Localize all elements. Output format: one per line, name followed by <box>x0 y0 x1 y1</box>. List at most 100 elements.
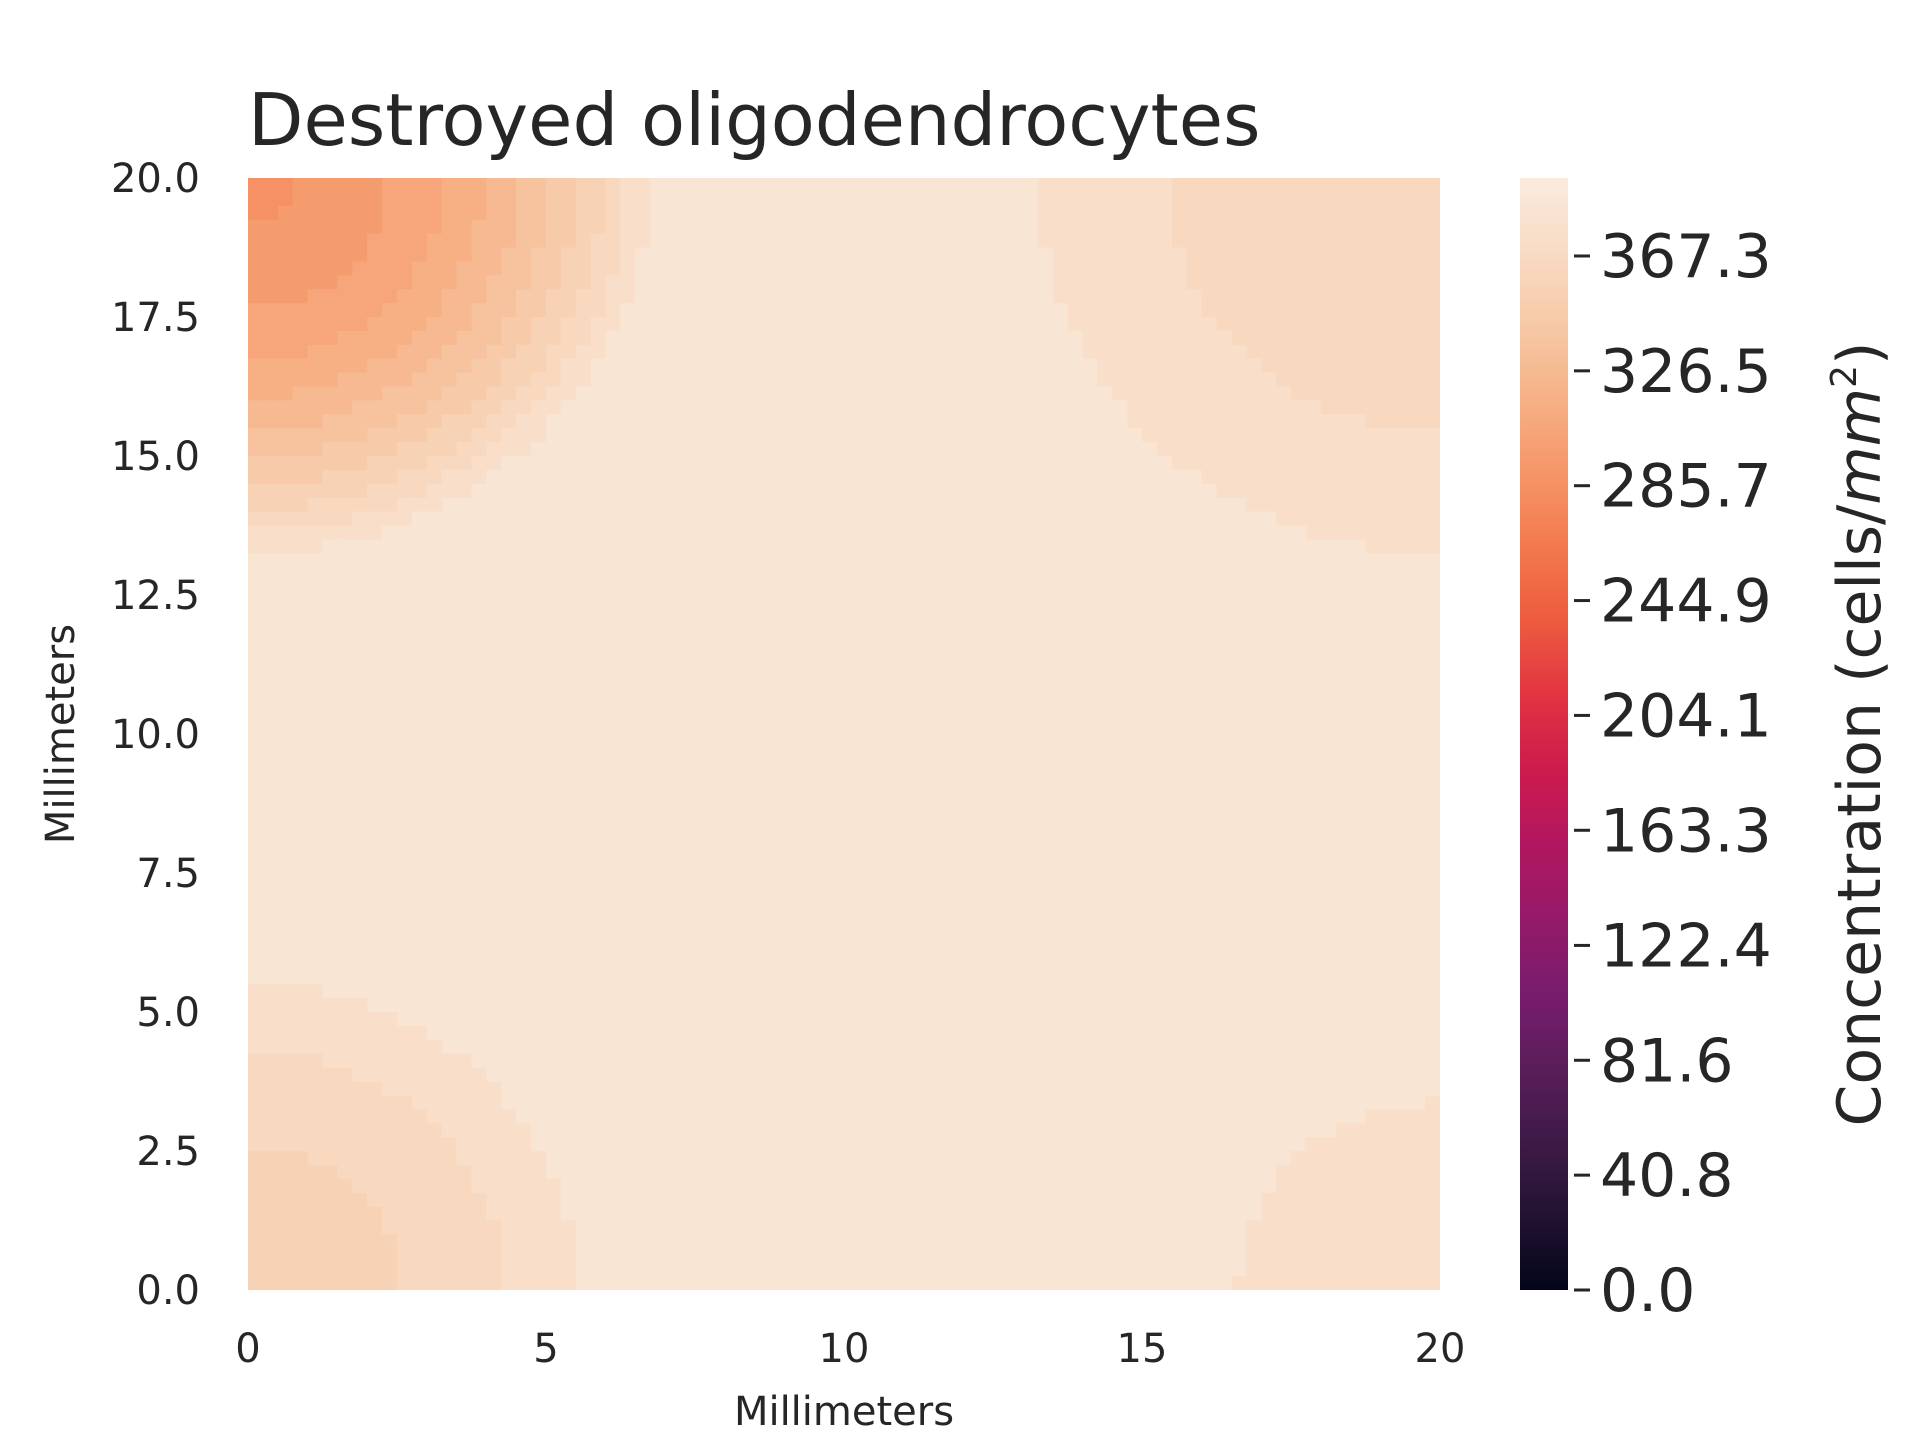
heatmap-cell <box>695 622 711 638</box>
heatmap-cell <box>993 456 1009 471</box>
heatmap-cell <box>1261 664 1277 679</box>
heatmap-cell <box>367 233 383 249</box>
heatmap-cell <box>1246 205 1262 221</box>
heatmap-cell <box>1067 956 1083 971</box>
heatmap-cell <box>337 303 353 318</box>
heatmap-cell <box>918 608 934 624</box>
heatmap-cell <box>1395 678 1411 693</box>
heatmap-cell <box>307 692 324 707</box>
heatmap-cell <box>1112 428 1128 443</box>
heatmap-cell <box>665 720 681 735</box>
heatmap-cell <box>531 469 547 485</box>
heatmap-cell <box>1380 1025 1396 1041</box>
heatmap-cell <box>829 678 845 693</box>
heatmap-cell <box>382 581 398 596</box>
heatmap-cell <box>1350 511 1367 527</box>
heatmap-cell <box>248 692 264 707</box>
heatmap-cell <box>590 595 607 610</box>
heatmap-cell <box>1350 734 1367 749</box>
heatmap-cell <box>1186 233 1203 249</box>
heatmap-cell <box>590 789 607 805</box>
heatmap-cell <box>441 747 458 763</box>
heatmap-cell <box>277 247 294 262</box>
heatmap-cell <box>411 1012 428 1027</box>
heatmap-cell <box>1067 205 1083 221</box>
heatmap-cell <box>650 984 666 999</box>
heatmap-cell <box>1380 553 1396 568</box>
heatmap-cell <box>575 317 592 332</box>
heatmap-cell <box>560 525 577 540</box>
heatmap-cell <box>769 178 785 193</box>
heatmap-cell <box>1037 386 1054 401</box>
heatmap-cell <box>1246 720 1262 735</box>
heatmap-cell <box>277 178 294 193</box>
heatmap-cell <box>1007 789 1024 805</box>
heatmap-cell <box>650 886 666 902</box>
heatmap-cell <box>754 956 771 971</box>
heatmap-cell <box>784 914 800 930</box>
heatmap-cell <box>858 831 875 846</box>
heatmap-cell <box>1112 886 1128 902</box>
heatmap-cell <box>292 720 309 735</box>
heatmap-cell <box>307 511 324 527</box>
heatmap-cell <box>754 414 771 429</box>
heatmap-cell <box>1067 233 1083 249</box>
heatmap-cell <box>1350 428 1367 443</box>
heatmap-cell <box>635 886 651 902</box>
heatmap-cell <box>1171 525 1188 540</box>
heatmap-cell <box>456 747 473 763</box>
heatmap-cell <box>352 636 368 652</box>
heatmap-cell <box>620 956 636 971</box>
heatmap-cell <box>1291 289 1307 304</box>
heatmap-cell <box>1276 900 1292 916</box>
heatmap-cell <box>650 775 666 791</box>
heatmap-cell <box>397 456 413 471</box>
heatmap-cell <box>1082 178 1098 193</box>
heatmap-cell <box>575 233 592 249</box>
heatmap-cell <box>829 720 845 735</box>
heatmap-cell <box>575 873 592 888</box>
heatmap-cell <box>1291 817 1307 832</box>
heatmap-cell <box>456 761 473 777</box>
heatmap-cell <box>829 831 845 846</box>
heatmap-cell <box>784 970 800 985</box>
heatmap-cell <box>754 789 771 805</box>
heatmap-cell <box>1037 1012 1054 1027</box>
heatmap-cell <box>933 636 949 652</box>
heatmap-cell <box>1395 456 1411 471</box>
heatmap-cell <box>709 289 726 304</box>
heatmap-cell <box>560 553 577 568</box>
heatmap-cell <box>1320 775 1337 791</box>
heatmap-cell <box>1127 817 1143 832</box>
heatmap-cell <box>963 831 979 846</box>
heatmap-cell <box>1350 442 1367 457</box>
heatmap-cell <box>635 247 651 262</box>
heatmap-cell <box>248 303 264 318</box>
heatmap-cell <box>784 275 800 290</box>
heatmap-cell <box>888 942 905 957</box>
heatmap-cell <box>486 956 502 971</box>
heatmap-cell <box>1425 261 1440 276</box>
heatmap-cell <box>531 734 547 749</box>
heatmap-cell <box>605 845 622 860</box>
heatmap-cell <box>620 219 636 235</box>
heatmap-cell <box>590 1012 607 1027</box>
heatmap-cell <box>1037 900 1054 916</box>
heatmap-cell <box>1410 497 1426 513</box>
heatmap-cell <box>1201 928 1218 944</box>
heatmap-cell <box>1335 330 1352 346</box>
heatmap-cell <box>1201 650 1218 666</box>
heatmap-cell <box>1305 581 1322 596</box>
heatmap-cell <box>978 664 994 679</box>
heatmap-cell <box>1156 900 1173 916</box>
heatmap-cell <box>978 275 994 290</box>
heatmap-cell <box>799 761 815 777</box>
heatmap-cell <box>322 873 338 888</box>
heatmap-cell <box>382 886 398 902</box>
heatmap-cell <box>307 372 324 388</box>
heatmap-cell <box>441 511 458 527</box>
heatmap-cell <box>1320 761 1337 777</box>
heatmap-cell <box>1425 928 1440 944</box>
heatmap-cell <box>531 275 547 290</box>
heatmap-cell <box>1246 956 1262 971</box>
